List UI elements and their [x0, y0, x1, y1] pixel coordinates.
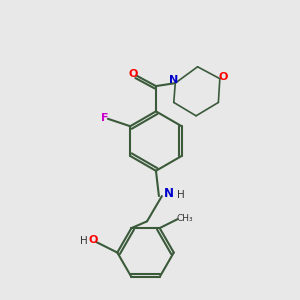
Text: O: O [218, 72, 227, 82]
Text: O: O [89, 235, 98, 245]
Text: O: O [128, 69, 138, 79]
Text: H: H [177, 190, 185, 200]
Text: N: N [164, 187, 174, 200]
Text: CH₃: CH₃ [177, 214, 193, 223]
Text: H: H [80, 236, 88, 246]
Text: N: N [169, 75, 178, 85]
Text: F: F [101, 113, 109, 123]
